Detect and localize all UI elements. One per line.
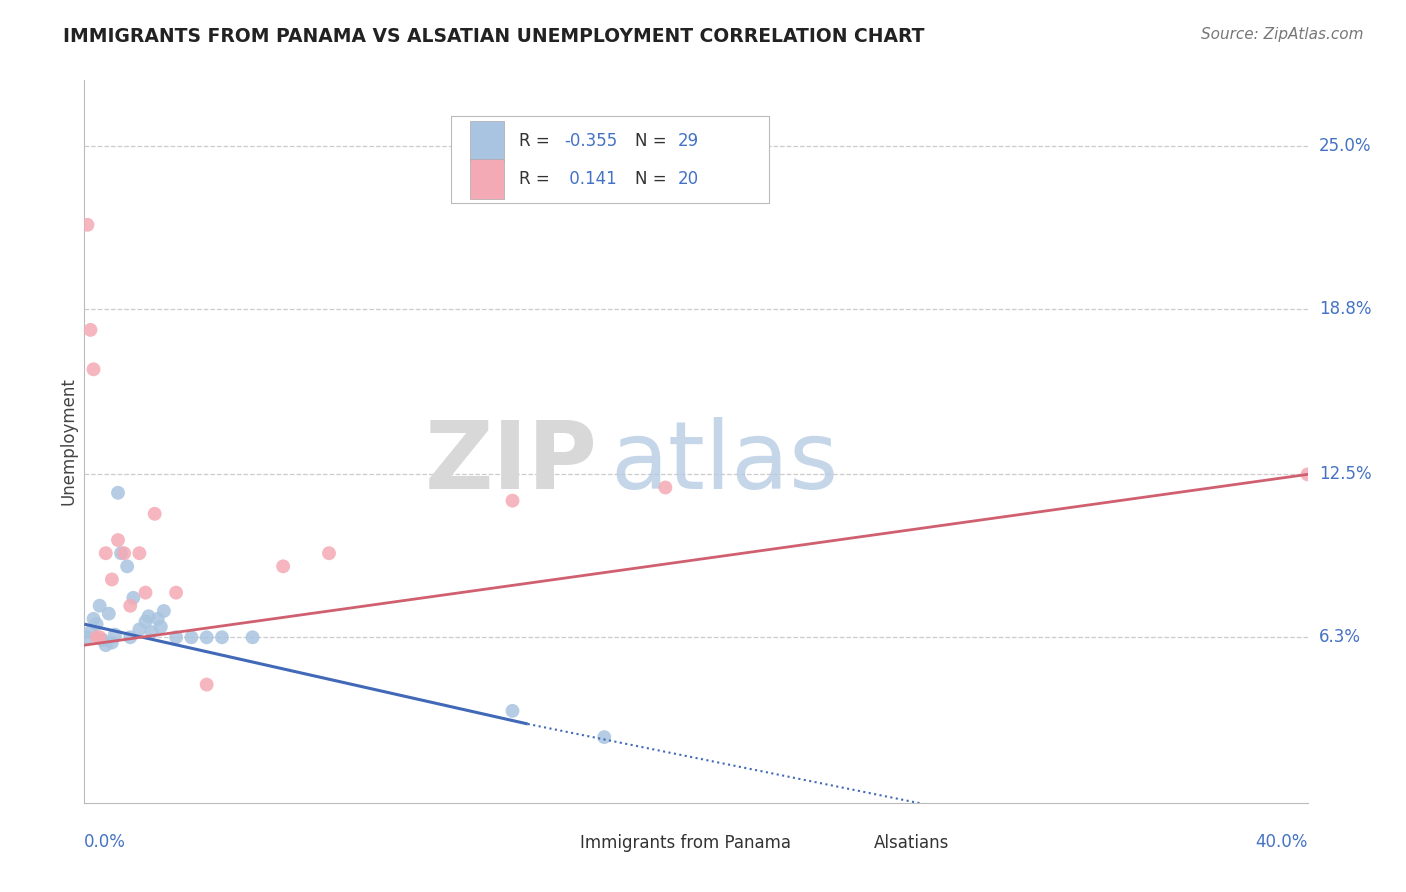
Bar: [842, 835, 862, 850]
Point: [112, 546, 135, 560]
Text: 29: 29: [678, 132, 699, 150]
Point: [165, 585, 187, 599]
Bar: [550, 835, 568, 850]
Bar: [470, 159, 503, 199]
Text: 18.8%: 18.8%: [1319, 300, 1371, 318]
Text: 20: 20: [678, 169, 699, 188]
Text: ZIP: ZIP: [425, 417, 598, 509]
Text: 40.0%: 40.0%: [1256, 833, 1308, 851]
Point: [91, 632, 114, 647]
Point: [101, 573, 124, 587]
Point: [502, 704, 524, 718]
Point: [107, 485, 129, 500]
Text: N =: N =: [636, 132, 672, 150]
Point: [128, 623, 150, 637]
Point: [97, 607, 120, 621]
Point: [318, 546, 340, 560]
Point: [110, 546, 132, 560]
Point: [128, 546, 150, 560]
Point: [120, 630, 142, 644]
Text: Immigrants from Panama: Immigrants from Panama: [581, 833, 792, 852]
Text: N =: N =: [636, 169, 672, 188]
Point: [153, 604, 176, 618]
Text: 0.0%: 0.0%: [84, 833, 127, 851]
Point: [242, 630, 264, 644]
Point: [122, 591, 145, 605]
Point: [135, 615, 157, 629]
Point: [271, 559, 294, 574]
Text: Alsatians: Alsatians: [873, 833, 949, 852]
Text: 25.0%: 25.0%: [1319, 137, 1371, 155]
Point: [107, 533, 129, 547]
Point: [115, 559, 138, 574]
Point: [502, 493, 524, 508]
Point: [141, 625, 163, 640]
Text: 0.141: 0.141: [564, 169, 617, 188]
Point: [180, 630, 202, 644]
Text: -0.355: -0.355: [564, 132, 617, 150]
Text: 12.5%: 12.5%: [1319, 466, 1371, 483]
Point: [79, 323, 101, 337]
Point: [86, 630, 108, 644]
Point: [89, 599, 111, 613]
Point: [76, 218, 98, 232]
Point: [94, 638, 117, 652]
Text: R =: R =: [519, 169, 554, 188]
Point: [165, 630, 187, 644]
Point: [138, 609, 160, 624]
Point: [146, 612, 169, 626]
Point: [120, 599, 142, 613]
Point: [89, 630, 111, 644]
Point: [211, 630, 233, 644]
Point: [86, 617, 108, 632]
Point: [101, 635, 124, 649]
Text: IMMIGRANTS FROM PANAMA VS ALSATIAN UNEMPLOYMENT CORRELATION CHART: IMMIGRANTS FROM PANAMA VS ALSATIAN UNEMP…: [63, 27, 925, 45]
Bar: [451, 117, 769, 203]
Text: 6.3%: 6.3%: [1319, 628, 1361, 647]
Point: [104, 627, 127, 641]
Text: R =: R =: [519, 132, 554, 150]
Point: [94, 546, 117, 560]
Point: [1296, 467, 1319, 482]
Point: [83, 362, 105, 376]
Point: [195, 630, 218, 644]
Text: Source: ZipAtlas.com: Source: ZipAtlas.com: [1201, 27, 1364, 42]
Point: [149, 620, 172, 634]
Bar: [470, 120, 503, 161]
Point: [654, 481, 676, 495]
Point: [195, 677, 218, 691]
Y-axis label: Unemployment: Unemployment: [59, 377, 77, 506]
Point: [143, 507, 166, 521]
Text: atlas: atlas: [610, 417, 838, 509]
Point: [135, 585, 157, 599]
Point: [83, 612, 105, 626]
Point: [76, 630, 98, 644]
Point: [593, 730, 616, 744]
Point: [79, 625, 101, 640]
